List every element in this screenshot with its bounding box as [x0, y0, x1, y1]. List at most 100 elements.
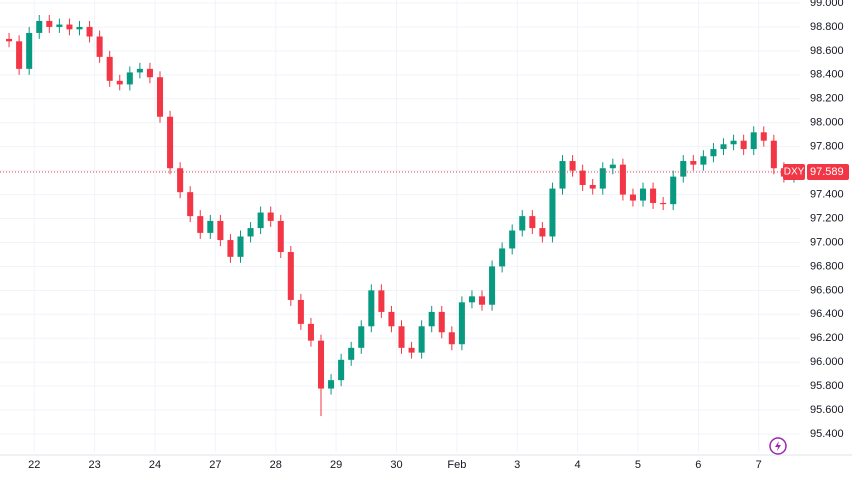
- y-tick-label: 97.200: [810, 212, 844, 224]
- candle-body: [509, 230, 516, 249]
- candle-body: [629, 194, 636, 201]
- candle-body: [640, 188, 647, 201]
- y-tick-label: 98.400: [810, 69, 844, 81]
- x-tick-label: 29: [330, 459, 342, 471]
- y-tick-label: 97.000: [810, 236, 844, 248]
- x-tick-label: 24: [149, 459, 161, 471]
- y-tick-label: 98.600: [810, 45, 844, 57]
- candle-body: [26, 32, 33, 69]
- candle-body: [670, 176, 677, 205]
- candle-body: [720, 144, 727, 150]
- candle-body: [700, 156, 707, 165]
- candle-body: [660, 202, 667, 205]
- candle-body: [438, 311, 445, 333]
- x-tick-label: 22: [28, 459, 40, 471]
- candle-body: [458, 302, 465, 345]
- x-tick-label: 5: [635, 459, 641, 471]
- candle-body: [116, 80, 123, 85]
- candle-body: [197, 216, 204, 233]
- candle-body: [348, 347, 355, 360]
- candle-body: [408, 347, 415, 353]
- candle-body: [227, 240, 234, 257]
- y-tick-label: 98.800: [810, 21, 844, 33]
- candle-body: [569, 161, 576, 171]
- candle-body: [418, 326, 425, 353]
- x-tick-label: 4: [575, 459, 581, 471]
- x-tick-label: 28: [270, 459, 282, 471]
- x-tick-label: 7: [756, 459, 762, 471]
- candle-body: [86, 26, 93, 37]
- candle-body: [328, 380, 335, 389]
- candle-body: [358, 326, 365, 348]
- candle-body: [388, 311, 395, 327]
- y-tick-label: 96.600: [810, 284, 844, 296]
- candle-body: [76, 26, 83, 30]
- symbol-label: DXY: [784, 167, 805, 178]
- candle-body: [66, 24, 73, 30]
- y-tick-label: 95.600: [810, 404, 844, 416]
- candle-body: [146, 68, 153, 78]
- candle-body: [287, 252, 294, 300]
- candle-body: [126, 72, 133, 85]
- candle-body: [368, 290, 375, 327]
- x-tick-label: Feb: [447, 459, 466, 471]
- candle-body: [257, 212, 264, 229]
- candle-body: [529, 216, 536, 229]
- y-tick-label: 96.400: [810, 308, 844, 320]
- y-tick-label: 98.000: [810, 117, 844, 129]
- candle-body: [156, 77, 164, 117]
- candle-body: [56, 24, 63, 27]
- candle-body: [650, 188, 657, 203]
- candle-body: [398, 326, 405, 348]
- candle-body: [609, 164, 616, 169]
- candle-body: [428, 311, 435, 327]
- candle-body: [6, 38, 13, 42]
- candle-body: [468, 296, 475, 303]
- plot: 95.400 95.600 95.800 96.000 96.200 96.400 96.6…: [0, 0, 852, 471]
- x-tick-label: 27: [209, 459, 221, 471]
- candle-body: [36, 20, 43, 33]
- candle-body: [589, 184, 596, 189]
- candle-body: [750, 132, 757, 150]
- candle-body: [690, 161, 697, 165]
- candle-body: [338, 359, 345, 381]
- candle-body: [740, 140, 747, 150]
- candle-body: [267, 212, 274, 221]
- x-tick-label: 30: [390, 459, 402, 471]
- candle-body: [207, 220, 214, 233]
- price-box: [807, 163, 849, 180]
- candle-body: [579, 170, 586, 185]
- y-tick-label: 96.200: [810, 332, 844, 344]
- candle-body: [710, 149, 717, 157]
- candle-body: [549, 188, 556, 237]
- candle-body: [448, 332, 455, 345]
- candle-body: [378, 290, 385, 312]
- candle-body: [136, 68, 143, 73]
- candle-body: [247, 228, 254, 237]
- candle-body: [770, 140, 777, 169]
- candle-body: [760, 132, 767, 141]
- y-tick-label: 96.000: [810, 356, 844, 368]
- candle-body: [478, 296, 486, 305]
- x-tick-label: 23: [88, 459, 100, 471]
- candle-body: [317, 340, 325, 389]
- y-tick-label: 96.800: [810, 260, 844, 272]
- x-tick-label: 3: [514, 459, 520, 471]
- y-tick-label: 99.000: [810, 0, 844, 9]
- candle-body: [177, 168, 184, 193]
- y-tick-label: 95.800: [810, 380, 844, 392]
- candle-body: [599, 168, 606, 189]
- candle-body: [519, 216, 526, 231]
- candle-body: [680, 161, 687, 177]
- candle-body: [237, 236, 244, 257]
- candle-body: [167, 116, 174, 169]
- candle-body: [539, 228, 546, 237]
- candle-body: [499, 248, 506, 267]
- candle-body: [619, 164, 626, 195]
- candle-body: [46, 20, 53, 27]
- candle-body: [277, 220, 284, 253]
- lightning-icon[interactable]: [769, 437, 787, 455]
- y-tick-label: 95.400: [810, 428, 844, 440]
- candle-body: [187, 192, 194, 217]
